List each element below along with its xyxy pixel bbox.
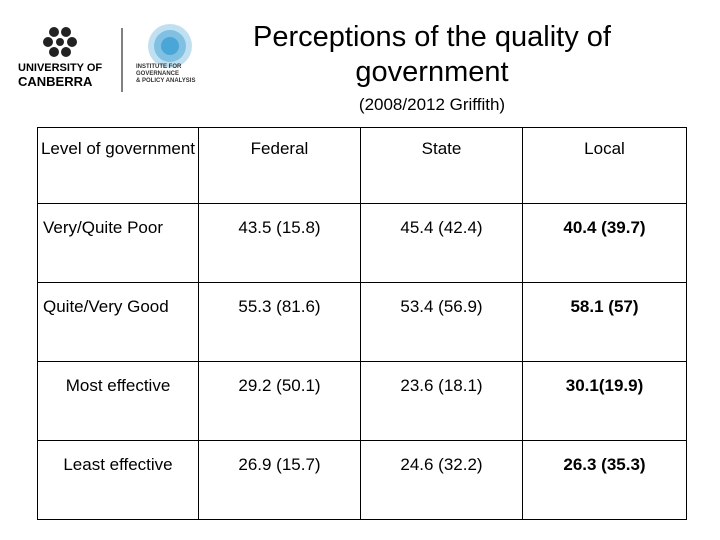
table-row: Very/Quite Poor 43.5 (15.8) 45.4 (42.4) 40.… [37, 203, 687, 283]
title: Perceptions of the quality of government [253, 21, 611, 88]
table-cell: 43.5 (15.8) [198, 203, 361, 283]
header-row: Level of government Federal State Local [37, 127, 687, 204]
table-cell: 58.1 (57) [522, 282, 687, 362]
logo-line: CANBERRA [18, 74, 93, 89]
institute-name: INSTITUTE FOR GOVERNANCE & POLICY ANALYS… [136, 64, 195, 85]
column-header: State [360, 127, 523, 204]
table-cell: 26.3 (35.3) [522, 440, 687, 520]
table-row: Least effective 26.9 (15.7) 24.6 (32.2) 26.… [37, 440, 687, 520]
table-cell: 26.9 (15.7) [198, 440, 361, 520]
logo-line: & POLICY ANALYSIS [136, 78, 196, 84]
logo-line: UNIVERSITY OF [18, 62, 103, 74]
subtitle: (2008/2012 Griffith) [358, 95, 506, 114]
university-name: UNIVERSITY OF CANBERRA [18, 62, 102, 88]
row-label: Most effective [37, 361, 199, 441]
logo-line: GOVERNANCE [136, 71, 180, 77]
logo-line: INSTITUTE FOR [136, 64, 182, 70]
table-cell: 23.6 (18.1) [360, 361, 523, 441]
table-body: Very/Quite Poor 43.5 (15.8) 45.4 (42.4) 40.… [37, 203, 687, 520]
table-cell: 29.2 (50.1) [198, 361, 361, 441]
university-logo-mark [43, 27, 77, 57]
table-cell: 45.4 (42.4) [360, 203, 523, 283]
institute-logo-mark [148, 24, 192, 68]
column-header: Federal [198, 127, 361, 204]
table-cell: 30.1(19.9) [522, 361, 687, 441]
row-label: Quite/Very Good [37, 282, 199, 362]
row-label: Least effective [37, 440, 199, 520]
row-label: Very/Quite Poor [37, 203, 199, 283]
table-row: Quite/Very Good 55.3 (81.6) 53.4 (56.9) 58.… [37, 282, 687, 362]
table-cell: 24.6 (32.2) [360, 440, 523, 520]
table-cell: 55.3 (81.6) [198, 282, 361, 362]
table-cell: 40.4 (39.7) [522, 203, 687, 283]
table: Level of government Federal State Local Ver… [37, 127, 687, 520]
table-cell: 53.4 (56.9) [360, 282, 523, 362]
column-header: Level of government [37, 127, 199, 204]
table-row: Most effective 29.2 (50.1) 23.6 (18.1) 30.1… [37, 361, 687, 441]
logos [43, 24, 192, 92]
column-header: Local [522, 127, 687, 204]
